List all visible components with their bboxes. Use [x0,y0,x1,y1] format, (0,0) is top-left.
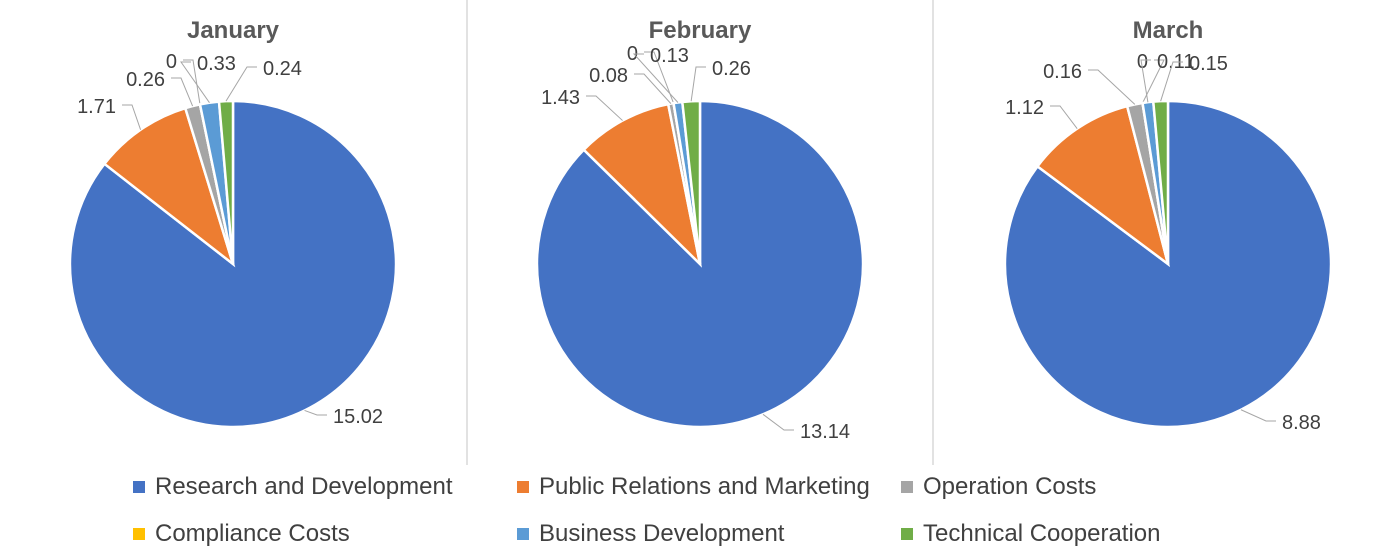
pie-slice [68,99,398,429]
leader-line [1142,59,1165,104]
pie-slice [217,99,235,265]
pie-slice [102,106,236,268]
legend-item-business-development: Business Development [517,519,784,549]
legend-label: Technical Cooperation [923,520,1161,547]
leader-line [304,409,327,416]
legend-swatch [133,528,145,540]
data-label: 0.16 [1043,61,1082,83]
legend-swatch [901,528,913,540]
leader-line [183,59,201,105]
leader-line [762,413,794,431]
leader-line [690,66,706,102]
pie-slice [535,99,865,429]
data-label: 0.15 [1189,53,1228,75]
data-label: 0.13 [650,45,689,67]
data-label: 13.14 [800,421,850,443]
leader-line [180,61,210,103]
pie-slice [1035,104,1171,268]
legend-item-research-and-development: Research and Development [133,472,453,502]
legend-label: Operation Costs [923,473,1097,500]
legend-label: Public Relations and Marketing [539,473,870,500]
data-label: 0 [627,43,638,65]
legend-item-compliance-costs: Compliance Costs [133,519,350,549]
chart-title-march: March [1133,17,1204,44]
data-label: 0 [166,51,177,73]
legend-swatch [901,481,913,493]
pie-slice [582,102,703,268]
data-label: 1.71 [77,96,116,118]
leader-line [586,95,623,121]
chart-title-january: January [187,17,280,44]
leader-line [122,104,142,130]
data-label: 0.26 [712,58,751,80]
legend-item-technical-cooperation: Technical Cooperation [901,519,1160,549]
data-label: 0.26 [126,69,165,91]
leader-line [171,77,194,107]
legend-label: Compliance Costs [155,520,350,547]
legend-item-public-relations-and-marketing: Public Relations and Marketing [517,472,870,502]
leader-line [1088,69,1136,105]
legend-label: Research and Development [155,473,453,500]
leader-line [644,51,675,104]
leader-line [1240,409,1276,422]
leader-line [632,53,679,103]
leader-line [1140,59,1151,103]
data-label: 15.02 [333,406,383,428]
chart-title-february: February [649,17,752,44]
legend: Research and Development Public Relation… [0,462,1400,555]
pie-slice [680,99,702,265]
legend-item-operation-costs: Operation Costs [901,472,1096,502]
leader-line [1050,105,1078,129]
legend-label: Business Development [539,520,785,547]
legend-swatch [517,481,529,493]
data-label: 0.33 [197,53,236,75]
leader-line [634,73,672,104]
legend-swatch [517,528,529,540]
data-label: 0 [1137,51,1148,73]
data-label: 0.24 [263,58,302,80]
leader-line [225,66,257,102]
data-label: 1.12 [1005,97,1044,119]
data-label: 1.43 [541,87,580,109]
data-label: 8.88 [1282,412,1321,434]
data-label: 0.08 [589,65,628,87]
legend-swatch [133,481,145,493]
leader-line [1160,61,1183,102]
